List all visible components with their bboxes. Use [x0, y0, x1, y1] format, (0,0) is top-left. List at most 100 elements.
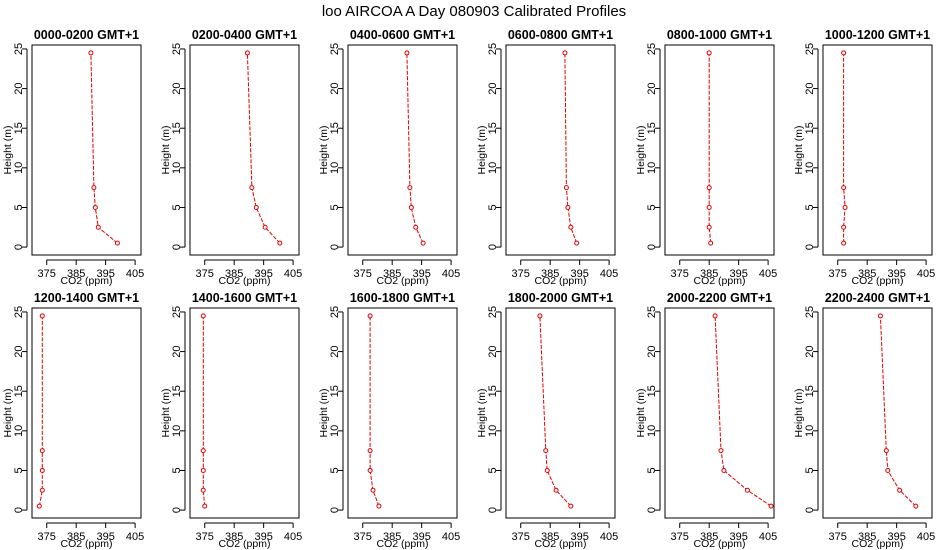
y-axis-label: Height (m) [160, 388, 172, 437]
y-axis-label: Height (m) [793, 125, 805, 174]
x-tick-label: 385 [383, 268, 401, 280]
data-point [565, 204, 571, 210]
figure-title: loo AIRCOA A Day 080903 Calibrated Profi… [322, 3, 626, 20]
data-point [543, 448, 549, 454]
y-tick-label: 15 [487, 385, 499, 397]
y-tick-label: 10 [329, 162, 341, 174]
data-point [408, 204, 414, 210]
panel-title: 0400-0600 GMT+1 [350, 28, 455, 42]
data-point [718, 448, 724, 454]
y-tick-label: 25 [487, 306, 499, 318]
panel-title: 0800-1000 GMT+1 [667, 28, 772, 42]
data-point [39, 313, 45, 319]
data-point [92, 204, 98, 210]
panel-title: 0600-0800 GMT+1 [508, 28, 613, 42]
x-axis-label: CO2 (ppm) [852, 538, 904, 550]
y-tick-label: 5 [13, 204, 25, 210]
x-axis-label: CO2 (ppm) [377, 275, 429, 287]
y-tick-label: 25 [646, 43, 658, 55]
x-tick-label: 375 [196, 531, 214, 543]
profile-line [843, 52, 846, 244]
y-tick-label: 0 [487, 244, 499, 250]
panel-title: 0200-0400 GMT+1 [192, 28, 297, 42]
data-point [706, 185, 712, 191]
y-tick-label: 10 [804, 425, 816, 437]
data-point [913, 503, 919, 509]
y-tick-label: 5 [646, 467, 658, 473]
y-tick-label: 20 [329, 82, 341, 94]
y-tick-label: 15 [487, 122, 499, 134]
y-tick-label: 20 [13, 82, 25, 94]
profile-panel: 0400-0600 GMT+1 375 385 395 405 CO2 (ppm) 0 5 10… [318, 28, 461, 287]
x-tick-label: 385 [858, 268, 876, 280]
x-tick-label: 405 [284, 268, 302, 280]
data-point [897, 487, 903, 493]
profile-line [564, 52, 578, 244]
x-tick-label: 395 [412, 268, 430, 280]
data-point [95, 224, 101, 230]
data-point [244, 50, 250, 56]
data-point [537, 313, 543, 319]
data-point [404, 50, 410, 56]
x-tick-label: 385 [541, 531, 559, 543]
y-tick-label: 25 [171, 43, 183, 55]
x-tick-label: 395 [887, 531, 905, 543]
y-tick-label: 15 [804, 385, 816, 397]
x-tick-label: 375 [671, 531, 689, 543]
data-point [407, 185, 413, 191]
profile-line [246, 52, 281, 244]
data-point [202, 503, 208, 509]
data-point [413, 224, 419, 230]
data-point [841, 240, 847, 246]
y-tick-label: 20 [487, 345, 499, 357]
x-tick-label: 405 [600, 531, 618, 543]
x-tick-label: 385 [67, 268, 85, 280]
data-point [39, 448, 45, 454]
x-tick-label: 405 [126, 268, 144, 280]
x-tick-label: 375 [196, 268, 214, 280]
data-point [568, 224, 574, 230]
x-tick-label: 405 [442, 268, 460, 280]
panel-title: 1000-1200 GMT+1 [825, 28, 930, 42]
profile-panel: 0000-0200 GMT+1 375 385 395 405 CO2 (ppm) 0 5 10… [2, 28, 145, 287]
profile-panel: 1800-2000 GMT+1 375 385 395 405 CO2 (ppm) 0 5 10… [476, 291, 619, 550]
y-tick-label: 20 [804, 82, 816, 94]
profile-panel: 2000-2200 GMT+1 375 385 395 405 CO2 (ppm) 0 5 10… [635, 291, 778, 550]
y-tick-label: 25 [804, 43, 816, 55]
y-tick-label: 0 [171, 244, 183, 250]
y-tick-label: 10 [329, 425, 341, 437]
data-point [563, 185, 569, 191]
y-tick-label: 10 [646, 162, 658, 174]
x-tick-label: 375 [671, 268, 689, 280]
y-tick-label: 10 [487, 425, 499, 437]
y-axis-label: Height (m) [160, 125, 172, 174]
profile-panel: 1400-1600 GMT+1 375 385 395 405 CO2 (ppm) 0 5 10… [160, 291, 303, 550]
y-tick-label: 0 [329, 244, 341, 250]
data-point [712, 313, 718, 319]
data-point [420, 240, 426, 246]
x-tick-label: 405 [126, 531, 144, 543]
plot-frame [347, 307, 458, 519]
data-point [706, 50, 712, 56]
y-tick-label: 20 [171, 82, 183, 94]
y-tick-label: 0 [329, 507, 341, 513]
data-point [253, 204, 259, 210]
x-tick-label: 375 [354, 268, 372, 280]
profile-line [708, 52, 712, 244]
x-axis-label: CO2 (ppm) [852, 275, 904, 287]
x-axis-label: CO2 (ppm) [219, 275, 271, 287]
data-point [841, 224, 847, 230]
plot-frame [347, 44, 458, 256]
y-tick-label: 10 [171, 425, 183, 437]
profile-line [539, 315, 572, 507]
data-point [706, 224, 712, 230]
y-tick-label: 0 [13, 244, 25, 250]
data-point [841, 50, 847, 56]
x-tick-label: 395 [729, 531, 747, 543]
y-axis-label: Height (m) [318, 125, 330, 174]
y-tick-label: 20 [487, 82, 499, 94]
y-axis-label: Height (m) [635, 125, 647, 174]
plot-frame [822, 44, 933, 256]
x-tick-label: 395 [96, 531, 114, 543]
x-axis-label: CO2 (ppm) [377, 538, 429, 550]
